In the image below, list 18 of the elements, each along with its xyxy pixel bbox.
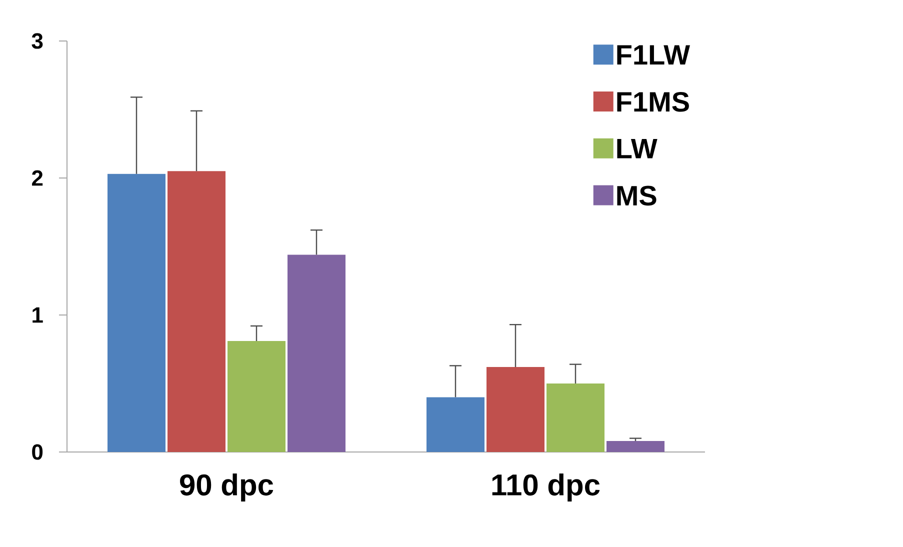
y-tick-label: 2 — [32, 170, 43, 186]
bar — [168, 171, 226, 452]
y-tick-label: 3 — [32, 33, 43, 49]
bar — [546, 384, 604, 452]
y-tick-label: 1 — [32, 307, 43, 323]
legend-label: F1MS — [617, 92, 689, 112]
bar — [426, 397, 485, 452]
x-tick-label: 90 dpc — [180, 474, 274, 502]
bar — [486, 367, 544, 452]
x-tick-label: 110 dpc — [492, 474, 600, 502]
legend-label: LW — [617, 139, 658, 158]
bar — [108, 174, 166, 452]
y-tick-label: 0 — [32, 444, 43, 460]
bar — [288, 254, 346, 452]
legend-label: MS — [617, 186, 656, 206]
bar — [228, 341, 286, 452]
legend-label: F1LW — [617, 45, 690, 64]
bar — [606, 441, 665, 452]
